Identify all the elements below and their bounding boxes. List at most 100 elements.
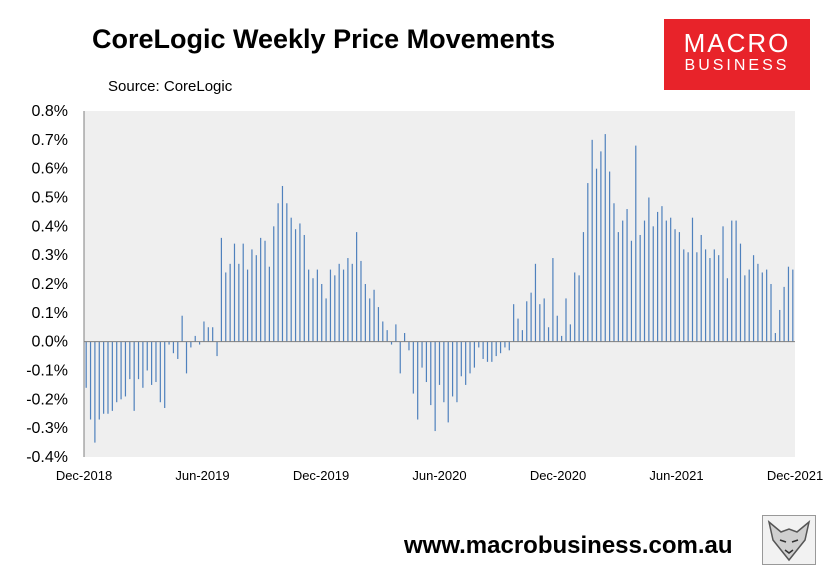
bar-week-73 (399, 341, 401, 374)
bar-week-41 (260, 237, 262, 342)
bar-week-105 (539, 304, 541, 342)
bar-week-7 (111, 341, 113, 411)
bar-week-89 (469, 341, 471, 374)
bar-week-80 (430, 341, 432, 406)
bar-week-90 (473, 341, 475, 368)
bar-week-54 (316, 269, 318, 342)
bar-week-142 (700, 234, 702, 342)
bar-week-98 (508, 341, 510, 351)
bar-week-138 (683, 249, 685, 342)
bar-week-61 (347, 258, 349, 342)
macro-business-logo: MACRO BUSINESS (664, 19, 810, 90)
bar-week-107 (547, 327, 550, 342)
bar-week-125 (626, 209, 628, 342)
bar-week-157 (766, 269, 768, 342)
bar-week-31 (216, 341, 218, 357)
y-tick-label: -0.2% (26, 391, 68, 408)
bar-week-46 (281, 185, 284, 342)
bar-week-55 (321, 284, 323, 342)
x-tick-label: Jun-2021 (649, 468, 703, 483)
bar-week-12 (133, 341, 135, 411)
bar-week-18 (159, 341, 161, 403)
bar-week-86 (456, 341, 458, 403)
bar-week-13 (137, 341, 140, 380)
bar-week-133 (661, 206, 663, 342)
bar-week-104 (534, 263, 537, 342)
bar-week-92 (482, 341, 484, 359)
y-tick-label: 0.2% (32, 276, 68, 293)
logo-line-1: MACRO (683, 28, 791, 58)
bar-week-87 (460, 341, 462, 377)
bar-week-50 (299, 223, 301, 342)
bar-week-58 (334, 275, 336, 342)
bar-week-108 (552, 258, 554, 342)
fox-mascot-icon (762, 515, 816, 565)
bar-week-3 (94, 341, 96, 443)
bar-week-101 (521, 330, 523, 342)
y-tick-label: 0.0% (32, 334, 68, 351)
bar-week-121 (609, 171, 611, 342)
bar-week-8 (116, 341, 118, 403)
bar-week-2 (89, 341, 92, 420)
chart-source: Source: CoreLogic (108, 78, 233, 95)
y-tick-label: -0.3% (26, 420, 68, 437)
bar-week-75 (408, 341, 410, 351)
bar-week-66 (369, 298, 371, 342)
bar-week-78 (421, 341, 423, 368)
bar-week-109 (556, 315, 558, 342)
bar-week-130 (648, 197, 650, 342)
bar-week-53 (312, 278, 314, 342)
bar-week-120 (604, 134, 606, 342)
bar-week-17 (155, 341, 157, 383)
bar-week-145 (713, 249, 715, 342)
bar-week-49 (294, 229, 297, 342)
bar-week-155 (757, 263, 759, 342)
bar-week-71 (390, 341, 393, 345)
bar-week-14 (142, 341, 144, 388)
bar-week-81 (434, 341, 436, 432)
bar-week-24 (185, 341, 188, 374)
bar-week-10 (124, 341, 127, 397)
logo-line-2: BUSINESS (684, 57, 790, 74)
bar-week-28 (203, 321, 205, 342)
bar-week-60 (342, 269, 345, 342)
x-tick-label: Dec-2021 (767, 468, 823, 483)
bar-series (85, 134, 794, 443)
bar-week-72 (395, 324, 397, 342)
bar-week-94 (491, 341, 493, 362)
bar-week-102 (526, 301, 528, 342)
bar-week-143 (704, 249, 707, 342)
bar-week-79 (425, 341, 428, 383)
bar-week-96 (499, 341, 502, 354)
bar-week-42 (264, 240, 266, 342)
bar-week-9 (120, 341, 122, 400)
bar-week-131 (652, 226, 654, 342)
x-axis-tick-labels: Dec-2018 Jun-2019 Dec-2019 Jun-2020 Dec-2020… (56, 468, 823, 483)
bar-week-161 (783, 286, 785, 342)
bar-week-154 (752, 255, 755, 342)
bar-week-99 (513, 304, 515, 342)
bar-week-141 (696, 252, 698, 342)
bar-week-69 (382, 321, 384, 342)
bar-week-48 (290, 217, 292, 342)
bar-week-116 (587, 183, 589, 342)
bar-week-158 (770, 284, 772, 342)
bar-week-128 (639, 234, 641, 342)
bar-week-148 (726, 278, 728, 342)
bar-week-36 (238, 263, 240, 342)
y-tick-label: 0.4% (32, 218, 68, 235)
bar-week-129 (643, 220, 646, 342)
chart-title: CoreLogic Weekly Price Movements (92, 24, 556, 54)
bar-week-136 (674, 229, 676, 342)
bar-week-37 (242, 243, 244, 342)
bar-week-40 (255, 255, 257, 342)
bar-week-122 (613, 203, 615, 342)
bar-week-95 (495, 341, 497, 357)
bar-week-151 (739, 243, 742, 342)
bar-week-82 (438, 341, 441, 385)
bar-week-34 (229, 263, 231, 342)
bar-week-33 (225, 272, 227, 342)
bar-week-146 (718, 255, 720, 342)
bar-week-135 (670, 217, 672, 342)
